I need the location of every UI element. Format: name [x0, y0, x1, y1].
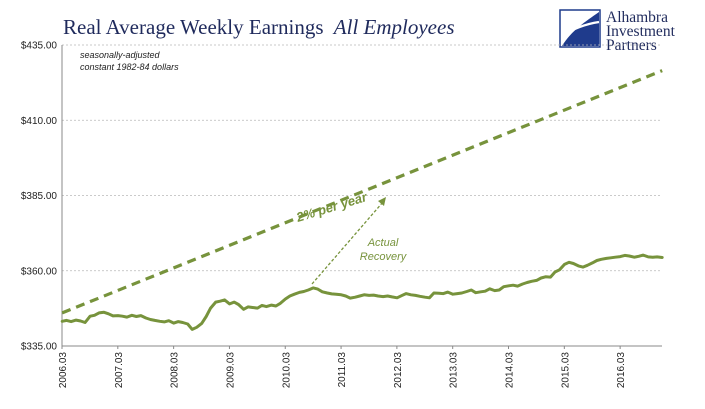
logo: Alhambra Investment Partners: [559, 9, 676, 54]
chart-title-italic: All Employees: [332, 15, 455, 39]
y-tick-label: $385.00: [21, 191, 58, 202]
x-tick-label: 2014.03: [505, 352, 516, 389]
x-tick-label: 2016.03: [616, 352, 627, 389]
x-tick-label: 2010.03: [281, 352, 292, 389]
y-tick-label: $435.00: [21, 41, 58, 52]
logo-line1: Alhambra: [606, 9, 668, 26]
x-tick-label: 2012.03: [393, 352, 404, 389]
gridlines: [62, 44, 662, 272]
note-line-2: constant 1982-84 dollars: [80, 62, 179, 72]
x-tick-label: 2009.03: [225, 352, 236, 389]
y-tick-label: $335.00: [21, 342, 58, 353]
y-tick-label: $410.00: [21, 116, 58, 127]
note-line-1: seasonally-adjusted: [80, 50, 161, 60]
series-group: [60, 69, 664, 331]
annotation-actual-line1: Actual: [367, 237, 399, 249]
x-tick-label: 2015.03: [560, 352, 571, 389]
annotation-trend: 2% per year: [294, 189, 370, 225]
x-tick-label: 2011.03: [337, 352, 348, 388]
y-axis-ticks: $335.00 $360.00 $385.00 $410.00 $435.00: [21, 41, 58, 353]
logo-line2: Investment: [606, 23, 676, 40]
logo-icon-wave: [562, 12, 599, 46]
y-tick-label: $360.00: [21, 266, 58, 277]
x-tick-label: 2006.03: [58, 352, 69, 389]
x-tick-label: 2007.03: [114, 352, 125, 389]
x-tick-label: 2013.03: [449, 352, 460, 389]
x-axis-ticks: 2006.03 2007.03 2008.03 2009.03 2010.03 2011.…: [58, 346, 627, 388]
axes: [61, 45, 662, 347]
annotation-arrow: [311, 197, 386, 285]
chart-title: Real Average Weekly Earnings All Employe…: [63, 15, 455, 39]
x-tick-label: 2008.03: [170, 352, 181, 389]
logo-icon-curve: [561, 20, 600, 37]
series-earnings-line: [60, 253, 664, 331]
logo-line3: Partners: [606, 37, 657, 54]
chart-title-main: Real Average Weekly Earnings: [63, 15, 324, 39]
series-trend-line: [61, 69, 663, 315]
annotation-actual-line2: Recovery: [360, 251, 408, 263]
